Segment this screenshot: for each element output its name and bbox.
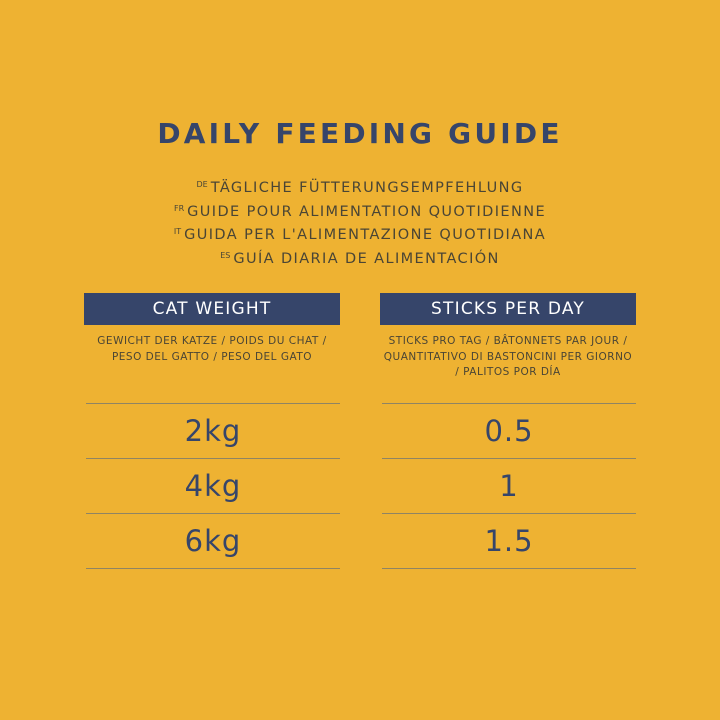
translated-titles: DE TÄGLICHE FÜTTERUNGSEMPFEHLUNG FR GUIDE … (0, 175, 720, 270)
cat-weight-translation: GEWICHT DER KATZE / POIDS DU CHAT / PESO… (97, 335, 327, 363)
table-row-sticks: 1.5 (382, 513, 636, 569)
translation-it: IT GUIDA PER L'ALIMENTAZIONE QUOTIDIANA (173, 227, 547, 244)
sticks-per-day-translation: STICKS PRO TAG / BÂTONNETS PAR JOUR / QU… (383, 335, 633, 378)
table-row-sticks: 1 (382, 458, 636, 513)
sticks-values: 0.5 1 1.5 (382, 403, 636, 569)
sticks-per-day-column-header: STICKS PER DAY STICKS PRO TAG / BÂTONNET… (380, 293, 636, 381)
table-row-weight: 6kg (86, 513, 340, 569)
weight-values: 2kg 4kg 6kg (86, 403, 340, 569)
translation-es: ES GUÍA DIARIA DE ALIMENTACIÓN (220, 251, 500, 268)
cat-weight-column-header: CAT WEIGHT GEWICHT DER KATZE / POIDS DU … (84, 293, 340, 365)
table-row-weight: 2kg (86, 403, 340, 458)
sticks-per-day-header: STICKS PER DAY (380, 293, 636, 325)
table-row-sticks: 0.5 (382, 403, 636, 458)
table-row-weight: 4kg (86, 458, 340, 513)
page-title: DAILY FEEDING GUIDE (157, 117, 563, 150)
cat-weight-header: CAT WEIGHT (84, 293, 340, 325)
translation-fr: FR GUIDE POUR ALIMENTATION QUOTIDIENNE (173, 203, 547, 220)
translation-de: DE TÄGLICHE FÜTTERUNGSEMPFEHLUNG (196, 180, 524, 196)
